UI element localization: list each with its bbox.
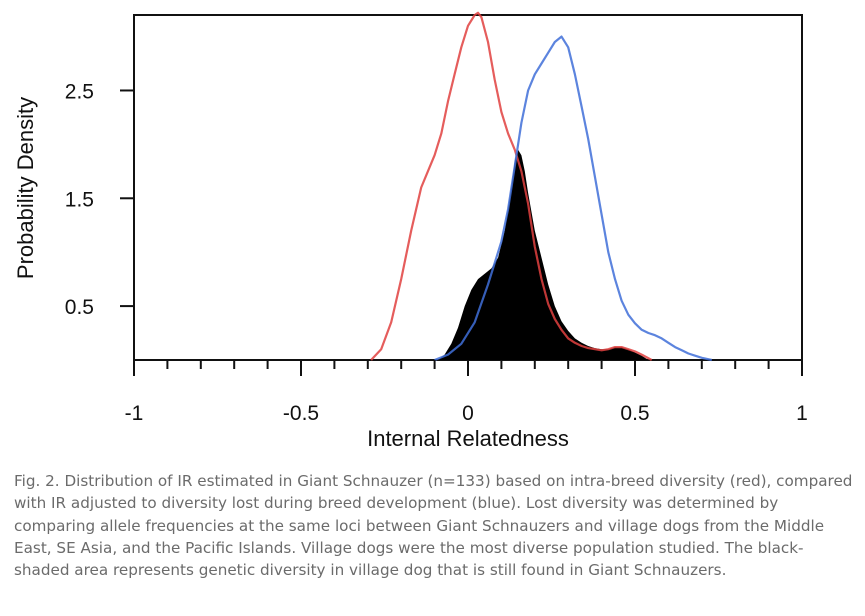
shaded-area-layer <box>437 149 649 360</box>
series-line-blue <box>434 35 713 362</box>
series-layer <box>370 11 713 362</box>
y-tick-label: 2.5 <box>65 80 94 103</box>
shaded-area <box>437 149 649 360</box>
x-tick-label: 0 <box>462 402 474 425</box>
y-tick-label: 0.5 <box>65 296 94 319</box>
x-tick-label: 0.5 <box>620 402 649 425</box>
x-tick-label: 1 <box>796 402 808 425</box>
y-axis-title: Probability Density <box>13 97 38 279</box>
x-tick-label: -1 <box>125 402 144 425</box>
figure-caption: Fig. 2. Distribution of IR estimated in … <box>14 472 853 580</box>
x-axis-title: Internal Relatedness <box>367 426 569 451</box>
axis-layer: -1 -0.5 0 0.5 1 0.5 1.5 2.5 <box>65 80 808 425</box>
density-chart: -1 -0.5 0 0.5 1 0.5 1.5 2.5 Internal Relatednes… <box>13 11 808 451</box>
x-tick-label: -0.5 <box>283 402 319 425</box>
series-line-red <box>370 11 653 361</box>
y-tick-label: 1.5 <box>65 188 94 211</box>
